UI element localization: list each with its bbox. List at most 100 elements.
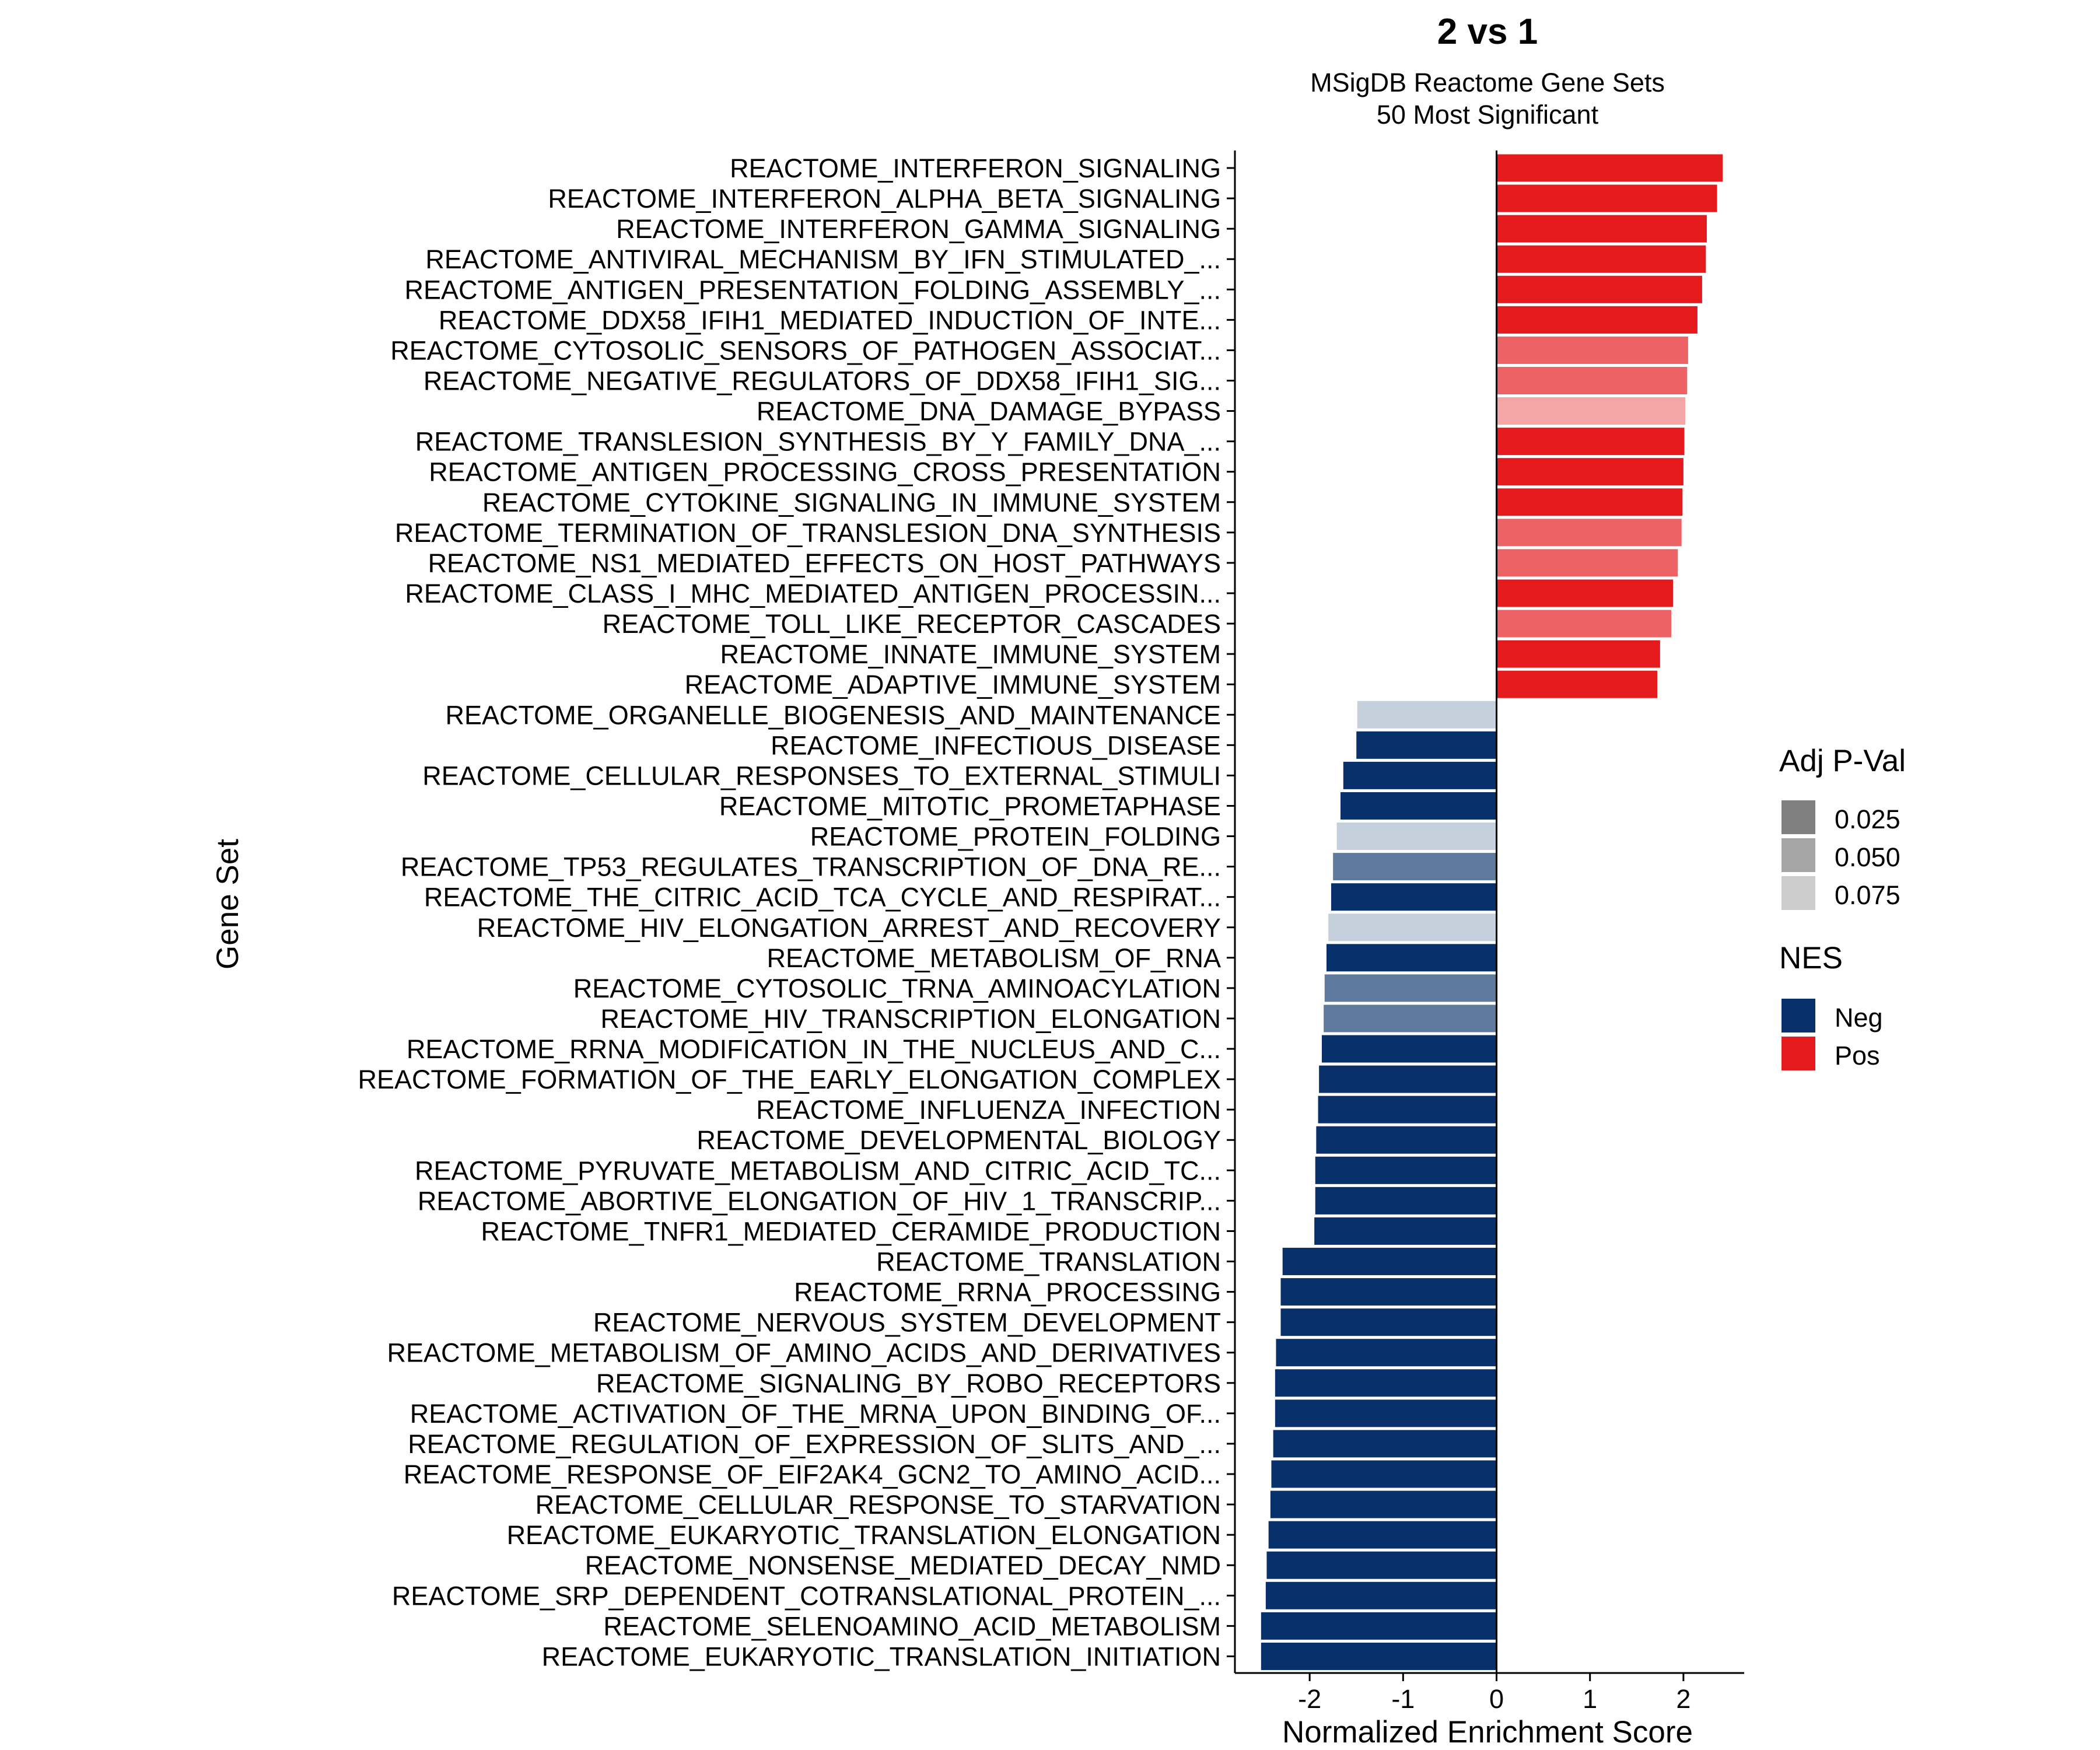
category-label-34: REACTOME_PYRUVATE_METABOLISM_AND_CITRIC_… (415, 1156, 1221, 1185)
bar-22 (1340, 792, 1497, 820)
bar-42 (1275, 1399, 1497, 1427)
bar-6 (1496, 306, 1698, 334)
chart-subtitle-line-2: 50 Most Significant (1377, 100, 1599, 130)
category-label-42: REACTOME_ACTIVATION_OF_THE_MRNA_UPON_BIN… (410, 1399, 1221, 1429)
x-tick-label-4: 1 (1583, 1684, 1597, 1714)
category-label-21: REACTOME_CELLULAR_RESPONSES_TO_EXTERNAL_… (422, 761, 1221, 790)
x-axis-ticks: -2 -1 0 1 2 (1298, 1673, 1690, 1714)
legend-label-pval-2: 0.050 (1835, 842, 1901, 872)
legend-swatch-pval-2 (1782, 838, 1815, 872)
bar-2 (1496, 184, 1717, 212)
category-label-28: REACTOME_CYTOSOLIC_TRNA_AMINOACYLATION (573, 974, 1221, 1003)
y-axis-title: Gene Set (211, 839, 245, 970)
category-label-8: REACTOME_NEGATIVE_REGULATORS_OF_DDX58_IF… (424, 366, 1221, 396)
bar-24 (1333, 853, 1497, 881)
category-label-23: REACTOME_PROTEIN_FOLDING (810, 822, 1221, 852)
category-label-47: REACTOME_NONSENSE_MEDIATED_DECAY_NMD (585, 1550, 1221, 1580)
bar-39 (1280, 1308, 1497, 1336)
category-label-46: REACTOME_EUKARYOTIC_TRANSLATION_ELONGATI… (507, 1520, 1221, 1550)
category-label-15: REACTOME_CLASS_I_MHC_MEDIATED_ANTIGEN_PR… (405, 579, 1221, 608)
bar-35 (1315, 1186, 1497, 1214)
bar-16 (1496, 610, 1672, 638)
legend-label-neg: Neg (1835, 1003, 1883, 1032)
bar-31 (1319, 1065, 1497, 1093)
bar-29 (1324, 1005, 1497, 1032)
category-label-39: REACTOME_NERVOUS_SYSTEM_DEVELOPMENT (593, 1308, 1221, 1338)
category-label-6: REACTOME_DDX58_IFIH1_MEDIATED_INDUCTION_… (439, 305, 1221, 335)
bar-12 (1496, 488, 1683, 516)
legend-title-nes: NES (1779, 941, 1843, 975)
bar-20 (1356, 731, 1497, 759)
legend-label-pval-3: 0.075 (1835, 880, 1901, 910)
bar-47 (1266, 1551, 1497, 1579)
category-label-7: REACTOME_CYTOSOLIC_SENSORS_OF_PATHOGEN_A… (390, 335, 1221, 365)
category-label-4: REACTOME_ANTIVIRAL_MECHANISM_BY_IFN_STIM… (425, 244, 1221, 274)
bar-46 (1268, 1521, 1497, 1549)
category-label-18: REACTOME_ADAPTIVE_IMMUNE_SYSTEM (685, 670, 1221, 699)
category-label-11: REACTOME_ANTIGEN_PROCESSING_CROSS_PRESEN… (429, 457, 1221, 487)
category-label-22: REACTOME_MITOTIC_PROMETAPHASE (719, 791, 1221, 821)
bar-49 (1261, 1612, 1497, 1640)
category-label-35: REACTOME_ABORTIVE_ELONGATION_OF_HIV_1_TR… (418, 1186, 1221, 1216)
bar-17 (1496, 640, 1660, 668)
category-label-26: REACTOME_HIV_ELONGATION_ARREST_AND_RECOV… (477, 913, 1221, 943)
category-label-10: REACTOME_TRANSLESION_SYNTHESIS_BY_Y_FAMI… (415, 427, 1221, 457)
bar-41 (1275, 1369, 1497, 1397)
bar-50 (1261, 1642, 1497, 1670)
category-label-9: REACTOME_DNA_DAMAGE_BYPASS (757, 397, 1221, 426)
bar-34 (1315, 1156, 1497, 1184)
bar-5 (1496, 275, 1702, 303)
x-tick-label-3: 0 (1489, 1684, 1504, 1714)
bar-1 (1496, 154, 1723, 182)
category-label-37: REACTOME_TRANSLATION (876, 1247, 1221, 1277)
legend-swatch-pval-3 (1782, 876, 1815, 910)
category-label-24: REACTOME_TP53_REGULATES_TRANSCRIPTION_OF… (401, 852, 1221, 882)
x-tick-label-2: -1 (1391, 1684, 1415, 1714)
category-label-31: REACTOME_FORMATION_OF_THE_EARLY_ELONGATI… (358, 1065, 1222, 1094)
category-label-44: REACTOME_RESPONSE_OF_EIF2AK4_GCN2_TO_AMI… (404, 1460, 1221, 1489)
bar-45 (1270, 1490, 1497, 1518)
legend-label-pos: Pos (1835, 1041, 1880, 1070)
bar-32 (1318, 1096, 1497, 1124)
category-label-19: REACTOME_ORGANELLE_BIOGENESIS_AND_MAINTE… (445, 700, 1221, 730)
bar-25 (1331, 883, 1497, 911)
category-label-27: REACTOME_METABOLISM_OF_RNA (767, 943, 1222, 973)
category-label-16: REACTOME_TOLL_LIKE_RECEPTOR_CASCADES (603, 609, 1221, 639)
category-labels: REACTOME_INTERFERON_SIGNALINGREACTOME_IN… (358, 153, 1235, 1671)
x-axis-title: Normalized Enrichment Score (1282, 1715, 1693, 1749)
bar-14 (1496, 549, 1678, 577)
bar-18 (1496, 670, 1658, 698)
bar-44 (1271, 1460, 1497, 1488)
category-label-2: REACTOME_INTERFERON_ALPHA_BETA_SIGNALING (548, 184, 1221, 214)
bar-27 (1326, 944, 1497, 972)
bar-11 (1496, 458, 1684, 486)
bar-30 (1321, 1035, 1497, 1063)
category-label-29: REACTOME_HIV_TRANSCRIPTION_ELONGATION (600, 1004, 1221, 1034)
bar-36 (1314, 1217, 1497, 1245)
category-label-32: REACTOME_INFLUENZA_INFECTION (756, 1095, 1221, 1125)
bar-19 (1357, 701, 1497, 729)
bar-3 (1496, 215, 1707, 243)
category-label-1: REACTOME_INTERFERON_SIGNALING (730, 153, 1221, 183)
bar-26 (1328, 914, 1497, 942)
legend-swatch-pos (1782, 1037, 1815, 1070)
category-label-17: REACTOME_INNATE_IMMUNE_SYSTEM (720, 639, 1221, 669)
bar-28 (1324, 974, 1497, 1002)
category-label-38: REACTOME_RRNA_PROCESSING (794, 1278, 1221, 1307)
bar-37 (1282, 1248, 1497, 1276)
bar-9 (1496, 397, 1686, 425)
category-label-36: REACTOME_TNFR1_MEDIATED_CERAMIDE_PRODUCT… (481, 1216, 1221, 1246)
bar-4 (1496, 245, 1706, 273)
bar-23 (1336, 822, 1497, 850)
bar-15 (1496, 579, 1674, 607)
chart-subtitle-line-1: MSigDB Reactome Gene Sets (1310, 68, 1665, 97)
category-label-5: REACTOME_ANTIGEN_PRESENTATION_FOLDING_AS… (404, 275, 1221, 304)
category-label-13: REACTOME_TERMINATION_OF_TRANSLESION_DNA_… (395, 518, 1221, 548)
bar-13 (1496, 519, 1682, 547)
category-label-48: REACTOME_SRP_DEPENDENT_COTRANSLATIONAL_P… (392, 1581, 1221, 1611)
category-label-33: REACTOME_DEVELOPMENTAL_BIOLOGY (696, 1125, 1221, 1155)
x-tick-label-5: 2 (1676, 1684, 1690, 1714)
bar-21 (1343, 761, 1497, 789)
bars-layer (1261, 154, 1723, 1670)
